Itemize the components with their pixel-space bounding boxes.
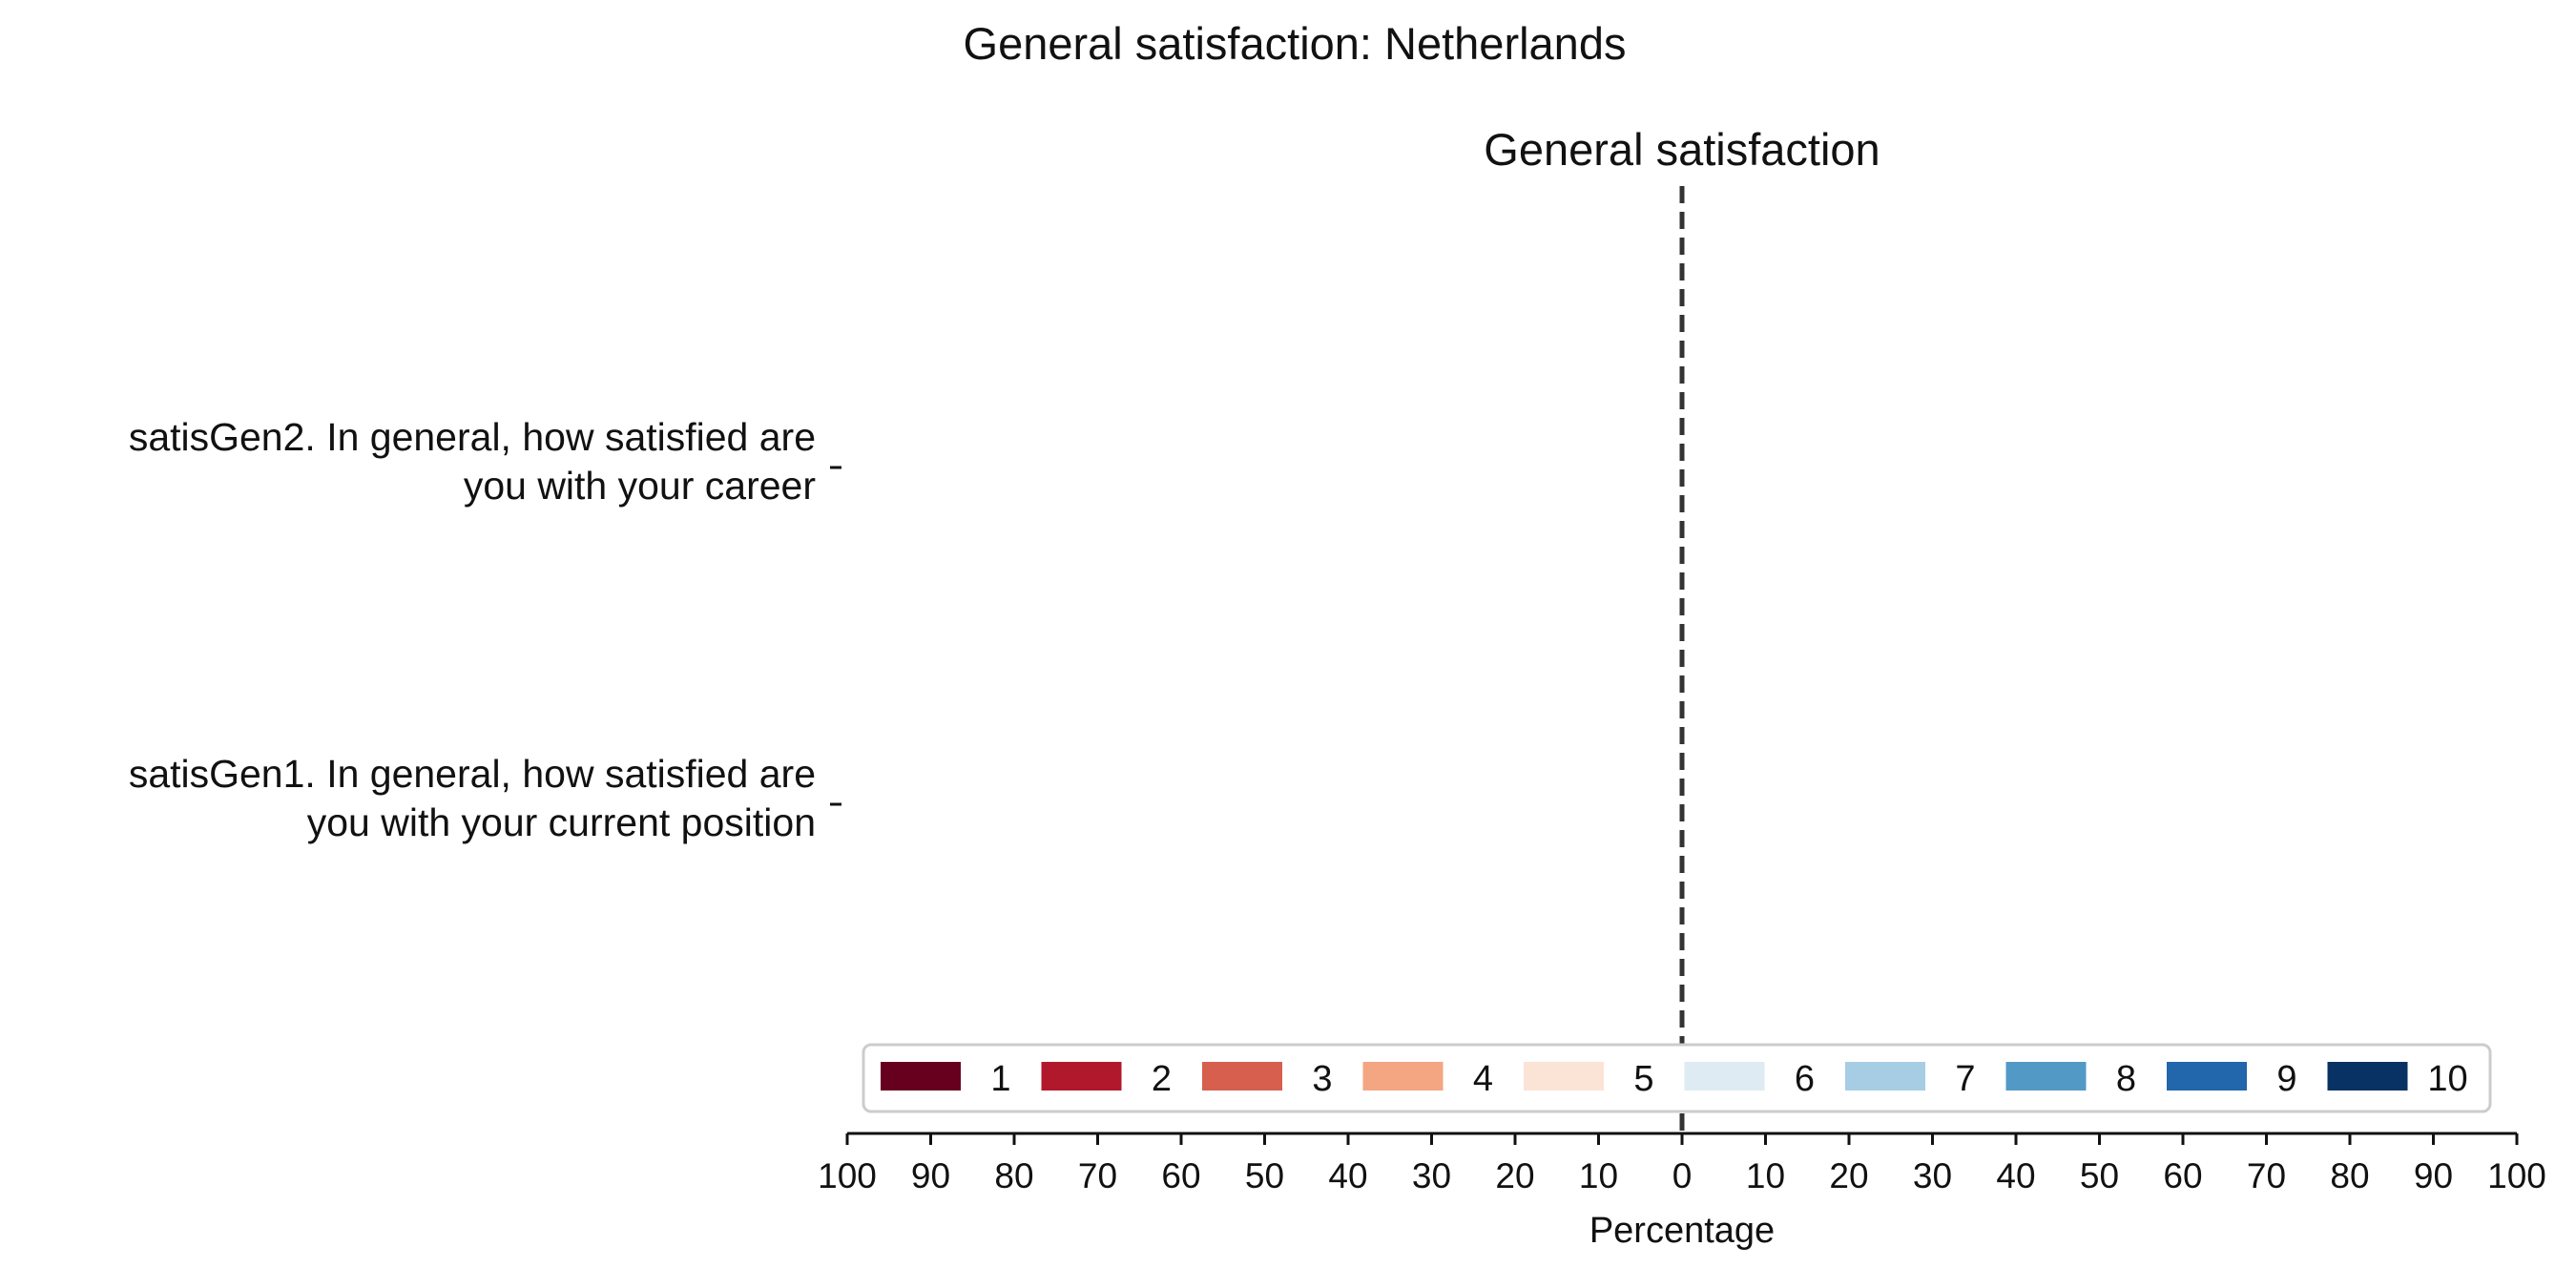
legend: 1 2 3 4 5 6 7 8 9 10 xyxy=(862,1043,2492,1113)
x-tick-label: 70 xyxy=(2247,1156,2286,1195)
x-tick-label: 100 xyxy=(2487,1156,2546,1195)
x-tick-label: 40 xyxy=(1996,1156,2035,1195)
legend-swatch xyxy=(1684,1062,1765,1091)
legend-swatch xyxy=(1362,1062,1444,1091)
legend-label: 7 xyxy=(1955,1059,1975,1099)
legend-swatch xyxy=(1524,1062,1604,1091)
legend-entry-10: 10 xyxy=(2327,1059,2468,1099)
legend-entry-1: 1 xyxy=(881,1059,1011,1099)
legend-label: 1 xyxy=(990,1059,1010,1099)
x-tick-label: 40 xyxy=(1328,1156,1367,1195)
legend-label: 8 xyxy=(2116,1059,2136,1099)
legend-label: 10 xyxy=(2427,1059,2467,1099)
y-tick-label-line: satisGen1. In general, how satisfied are xyxy=(129,752,816,796)
x-tick-label: 50 xyxy=(1245,1156,1284,1195)
x-tick-label: 0 xyxy=(1672,1156,1693,1195)
y-axis: satisGen2. In general, how satisfied are… xyxy=(129,415,841,844)
legend-entry-5: 5 xyxy=(1524,1059,1654,1099)
legend-label: 5 xyxy=(1633,1059,1653,1099)
legend-label: 9 xyxy=(2276,1059,2296,1099)
legend-swatch xyxy=(2167,1062,2247,1091)
legend-label: 2 xyxy=(1152,1059,1172,1099)
x-tick-label: 60 xyxy=(2163,1156,2202,1195)
x-tick-label: 10 xyxy=(1746,1156,1785,1195)
legend-swatch xyxy=(2327,1062,2408,1091)
x-tick-label: 70 xyxy=(1078,1156,1117,1195)
legend-entry-2: 2 xyxy=(1041,1059,1172,1099)
x-tick-label: 90 xyxy=(2414,1156,2453,1195)
legend-label: 6 xyxy=(1795,1059,1815,1099)
legend-entry-4: 4 xyxy=(1362,1059,1493,1099)
legend-swatch xyxy=(1845,1062,1925,1091)
x-tick-label: 20 xyxy=(1829,1156,1868,1195)
x-tick-label: 100 xyxy=(818,1156,877,1195)
x-tick-label: 90 xyxy=(911,1156,950,1195)
y-tick-label-line: you with your career xyxy=(464,464,816,508)
x-axis-label: Percentage xyxy=(1589,1211,1775,1251)
x-tick-label: 80 xyxy=(2330,1156,2369,1195)
legend-entry-9: 9 xyxy=(2167,1059,2297,1099)
legend-swatch xyxy=(1202,1062,1282,1091)
x-tick-label: 30 xyxy=(1412,1156,1451,1195)
x-tick-label: 30 xyxy=(1913,1156,1952,1195)
x-tick-label: 20 xyxy=(1495,1156,1534,1195)
legend-entry-6: 6 xyxy=(1684,1059,1815,1099)
legend-entry-7: 7 xyxy=(1845,1059,1976,1099)
x-axis: 100 90 80 70 60 50 40 30 20 10 0 10 20 30 40 50 60 70 80 90… xyxy=(818,1132,2546,1195)
legend-entry-8: 8 xyxy=(2005,1059,2136,1099)
legend-label: 3 xyxy=(1312,1059,1332,1099)
x-tick-label: 10 xyxy=(1579,1156,1618,1195)
x-tick-label: 60 xyxy=(1161,1156,1200,1195)
y-category-1: satisGen2. In general, how satisfied are… xyxy=(129,415,841,508)
legend-swatch xyxy=(881,1062,961,1091)
y-tick-label-line: satisGen2. In general, how satisfied are xyxy=(129,415,816,459)
x-tick-label: 50 xyxy=(2080,1156,2119,1195)
chart-title: General satisfaction: Netherlands xyxy=(964,18,1627,69)
legend-swatch xyxy=(2005,1062,2087,1091)
y-category-2: satisGen1. In general, how satisfied are… xyxy=(129,752,841,844)
legend-box xyxy=(862,1043,2492,1113)
legend-label: 4 xyxy=(1473,1059,1493,1099)
legend-swatch xyxy=(1041,1062,1122,1091)
x-tick-label: 80 xyxy=(994,1156,1033,1195)
chart-subtitle: General satisfaction xyxy=(1484,124,1880,175)
y-tick-label-line: you with your current position xyxy=(307,800,816,844)
legend-entry-3: 3 xyxy=(1202,1059,1333,1099)
